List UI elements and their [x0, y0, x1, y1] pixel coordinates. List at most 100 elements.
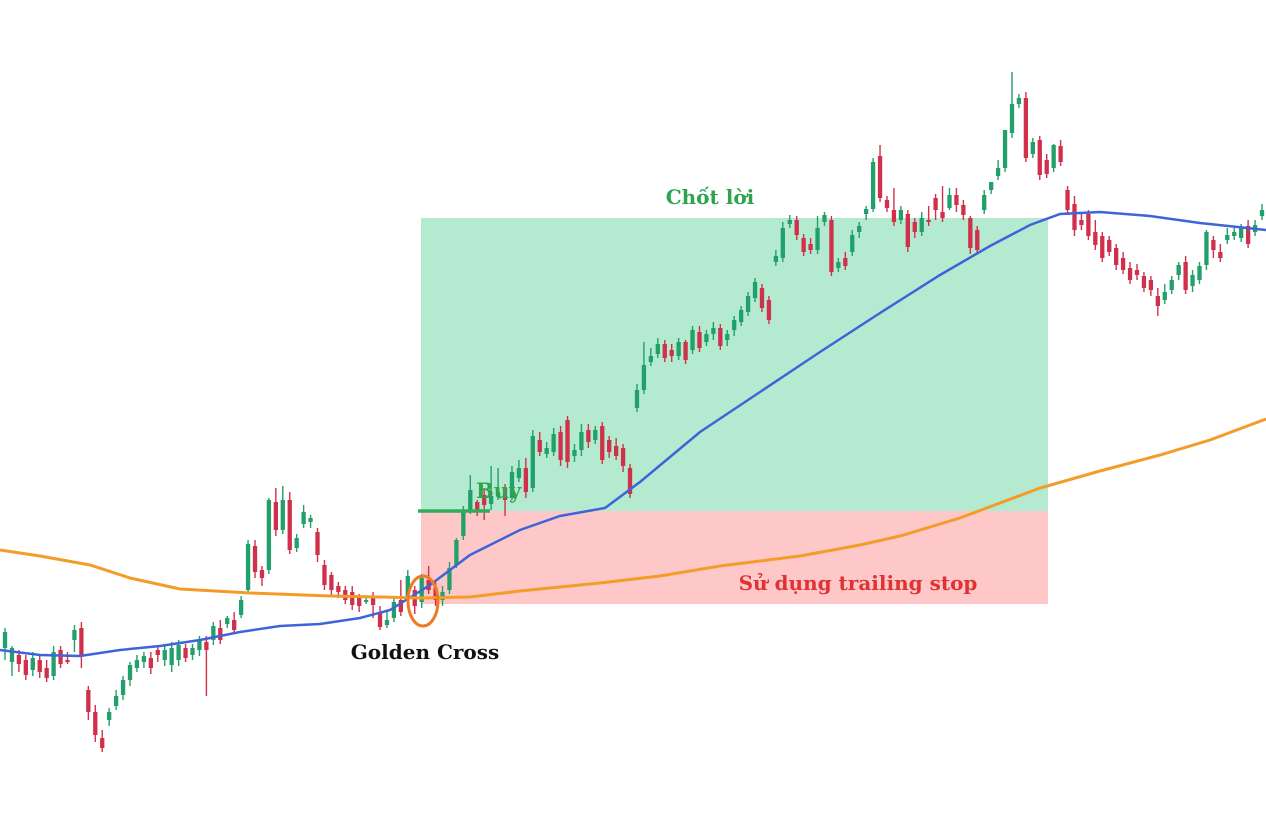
candle	[1072, 196, 1077, 236]
candle	[995, 160, 1001, 180]
candle-body	[1072, 204, 1077, 230]
candle-body	[107, 712, 112, 720]
candle-body	[65, 660, 70, 662]
candle-body	[870, 162, 876, 209]
buy-label: Buy	[476, 478, 522, 503]
candle	[1120, 252, 1126, 274]
candle-body	[461, 510, 466, 536]
candle	[954, 188, 959, 212]
candle	[982, 190, 987, 214]
candle-body	[912, 222, 917, 232]
candle	[836, 258, 841, 272]
candle-body	[745, 296, 751, 312]
candle	[863, 206, 869, 220]
candle-body	[766, 300, 772, 320]
candle-body	[1176, 265, 1181, 275]
candle	[315, 528, 320, 562]
candle	[1079, 214, 1084, 230]
candle-body	[384, 620, 390, 625]
candle	[127, 662, 133, 686]
candle-body	[1065, 190, 1070, 210]
candle-body	[183, 648, 188, 658]
candle-body	[357, 598, 362, 606]
candle	[16, 650, 22, 672]
candle-body	[995, 168, 1001, 176]
candle-body	[815, 228, 820, 250]
candle-body	[482, 495, 487, 505]
candle	[905, 210, 910, 252]
candle	[2, 628, 8, 660]
candle	[350, 586, 355, 610]
candle-body	[190, 648, 195, 655]
candle	[1232, 226, 1237, 240]
candle-body	[322, 565, 327, 585]
candles	[2, 72, 1265, 752]
candle-body	[884, 200, 890, 208]
golden-cross-label: Golden Cross	[351, 640, 500, 664]
candle	[23, 655, 28, 680]
candle-body	[919, 218, 924, 232]
candle-body	[398, 600, 404, 612]
candle-body	[989, 182, 994, 190]
candle	[690, 326, 695, 354]
candle	[572, 444, 577, 462]
candle-body	[759, 288, 765, 308]
candle	[502, 484, 508, 516]
candle-body	[891, 210, 897, 222]
candle-body	[586, 430, 591, 442]
candle-body	[120, 680, 126, 695]
candle	[725, 330, 730, 346]
candle-body	[475, 502, 480, 512]
candle-body	[1051, 145, 1056, 168]
candle-body	[197, 640, 202, 650]
candle	[190, 644, 195, 660]
candle	[86, 686, 91, 720]
candle	[1009, 72, 1015, 138]
candle-body	[1155, 296, 1160, 306]
candle-body	[495, 492, 501, 496]
candle	[523, 458, 529, 498]
candle	[509, 466, 515, 500]
candle-body	[44, 668, 49, 678]
candle-body	[1009, 104, 1015, 133]
candle	[544, 442, 549, 458]
candle	[134, 655, 140, 672]
candle-body	[2, 632, 8, 648]
candle-body	[773, 256, 779, 262]
candle	[732, 316, 737, 336]
candle-body	[523, 468, 529, 492]
candle-body	[350, 592, 355, 605]
candle-body	[113, 696, 119, 706]
candle	[718, 324, 723, 350]
candle	[482, 488, 487, 520]
profit-zone	[421, 218, 1048, 511]
candle-body	[176, 645, 181, 660]
candle-body	[1204, 232, 1209, 265]
candle-body	[1259, 210, 1265, 216]
candle	[1016, 94, 1022, 108]
candle-body	[294, 538, 299, 548]
candle	[65, 652, 70, 664]
candle	[1245, 220, 1251, 248]
candle-body	[1162, 292, 1167, 300]
candle	[704, 330, 709, 346]
candle-body	[975, 230, 980, 250]
candle	[773, 250, 779, 266]
candle	[961, 200, 966, 220]
candle-body	[1197, 266, 1202, 280]
candle-body	[808, 244, 813, 250]
candle-body	[1114, 248, 1119, 265]
candle	[301, 505, 306, 528]
candle	[683, 340, 688, 364]
candle-body	[58, 650, 63, 664]
candle	[627, 464, 633, 498]
candle-body	[72, 630, 77, 640]
candle	[815, 216, 820, 254]
candle-body	[363, 600, 369, 602]
candle	[447, 562, 452, 594]
candle-body	[551, 434, 556, 452]
candle	[1086, 210, 1091, 240]
candle-body	[232, 620, 237, 630]
candle	[155, 646, 160, 662]
